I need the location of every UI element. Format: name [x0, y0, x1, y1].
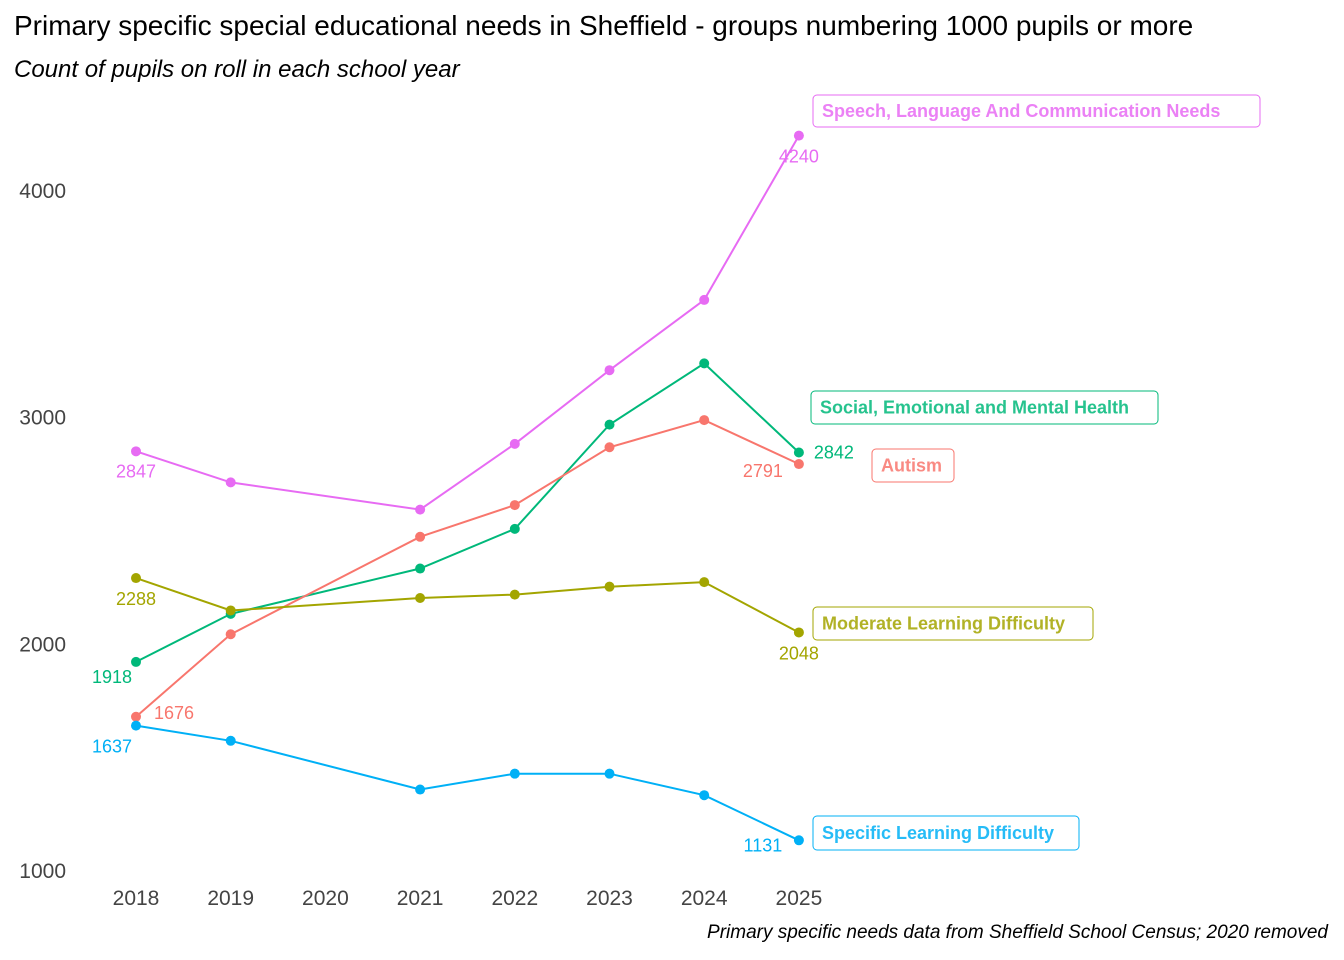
data-point — [509, 768, 520, 779]
data-point — [604, 581, 615, 592]
x-tick-label: 2022 — [491, 887, 538, 910]
x-tick-label: 2019 — [207, 887, 254, 910]
y-tick-label: 2000 — [19, 633, 66, 656]
data-point — [604, 768, 615, 779]
series-line — [135, 577, 800, 634]
series-labels: Speech, Language And Communication Needs… — [810, 94, 1261, 851]
data-point — [415, 531, 426, 542]
data-point — [699, 790, 710, 801]
y-tick-label: 1000 — [19, 860, 66, 883]
series-label: Speech, Language And Communication Needs — [822, 101, 1220, 121]
data-label: 2847 — [116, 461, 156, 481]
series-label-box — [871, 448, 955, 483]
data-point — [415, 593, 426, 603]
data-point — [509, 438, 520, 449]
series-line — [135, 135, 800, 511]
y-axis: 1000 2000 3000 4000 — [19, 180, 66, 883]
chart-title: Primary specific special educational nee… — [14, 10, 1194, 41]
data-point — [225, 629, 236, 640]
series-label: Autism — [881, 456, 942, 476]
data-point — [131, 711, 141, 722]
data-point — [793, 130, 804, 141]
data-point — [509, 500, 520, 511]
data-point — [793, 627, 804, 638]
data-point — [699, 358, 710, 369]
series-points — [131, 130, 804, 846]
data-point — [415, 784, 426, 795]
x-tick-label: 2024 — [681, 887, 728, 910]
series-line — [135, 724, 800, 842]
data-point — [415, 563, 426, 574]
data-point — [225, 477, 236, 488]
data-label: 2048 — [779, 643, 819, 663]
data-label: 2842 — [814, 442, 854, 462]
x-tick-label: 2025 — [776, 887, 823, 910]
data-point — [604, 442, 615, 453]
data-label: 1676 — [154, 703, 194, 723]
x-tick-label: 2023 — [586, 887, 633, 910]
data-point — [793, 447, 804, 458]
data-label: 2288 — [116, 589, 156, 609]
data-point — [604, 365, 615, 376]
series-lines — [135, 135, 800, 842]
data-point — [793, 835, 804, 846]
series-label: Social, Emotional and Mental Health — [820, 398, 1129, 418]
data-point — [131, 720, 141, 731]
data-point — [699, 415, 710, 426]
x-tick-label: 2020 — [302, 887, 349, 910]
series-label-box — [810, 390, 1159, 425]
series-line — [135, 419, 800, 718]
x-axis: 2018 2019 2020 2021 2022 2023 2024 2025 — [113, 887, 823, 910]
data-point — [699, 294, 710, 305]
data-label: 4240 — [779, 147, 819, 167]
y-tick-label: 3000 — [19, 407, 66, 430]
data-point — [509, 523, 520, 534]
x-tick-label: 2018 — [113, 887, 160, 910]
data-point — [131, 573, 141, 584]
x-tick-label: 2021 — [397, 887, 444, 910]
data-label: 1131 — [744, 835, 783, 855]
series-label: Specific Learning Difficulty — [822, 823, 1054, 843]
data-point — [225, 735, 236, 746]
series-label-box — [812, 606, 1094, 641]
series-label-box — [812, 815, 1080, 851]
data-point — [131, 446, 141, 457]
y-tick-label: 4000 — [19, 180, 66, 203]
data-point — [793, 459, 804, 470]
data-label: 2791 — [743, 461, 783, 481]
data-point — [699, 577, 710, 588]
chart-caption: Primary specific needs data from Sheffie… — [707, 922, 1328, 943]
data-point — [415, 504, 426, 515]
data-point — [131, 656, 141, 667]
series-label: Moderate Learning Difficulty — [822, 614, 1065, 634]
series-label-box — [812, 94, 1261, 128]
point-labels: 2847 4240 1918 2842 1676 2791 2288 2048 1637 1131 — [92, 147, 854, 856]
data-point — [604, 419, 615, 430]
data-point — [509, 589, 520, 600]
data-point — [225, 605, 236, 616]
chart-subtitle: Count of pupils on roll in each school y… — [14, 56, 460, 83]
data-label: 1637 — [92, 737, 132, 757]
data-label: 1918 — [92, 667, 132, 687]
series-line — [135, 362, 800, 663]
